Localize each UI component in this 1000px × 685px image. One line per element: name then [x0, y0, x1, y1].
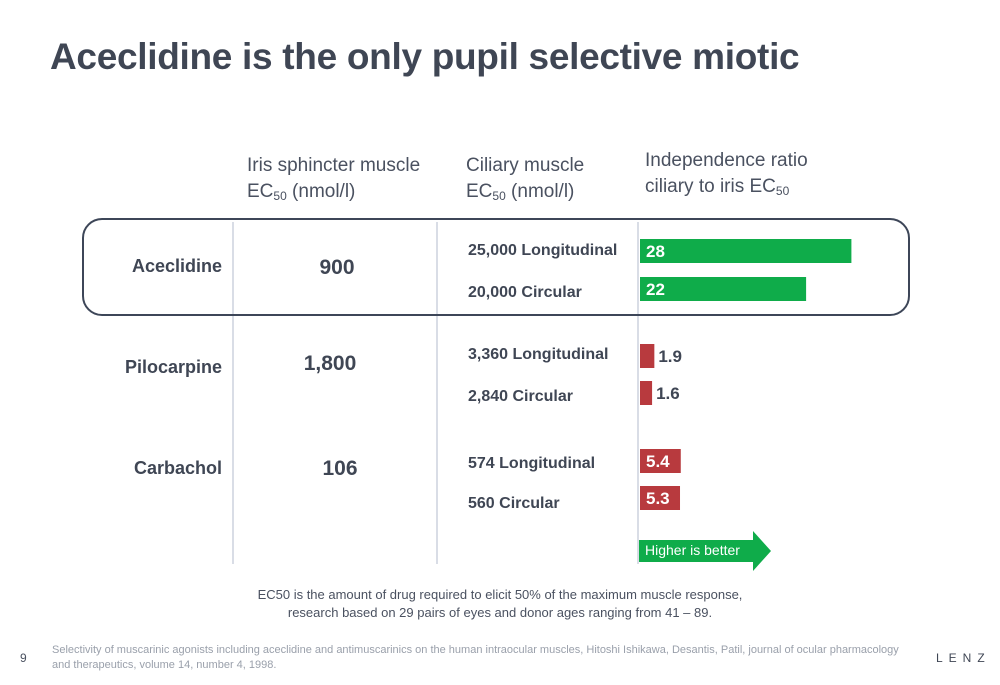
ratio-bar — [640, 449, 681, 473]
iris-header-line2: EC50 (nmol/l) — [247, 181, 356, 203]
ratio-column-header: Independence ratio ciliary to iris EC50 — [645, 148, 808, 204]
ratio-value-label: 28 — [646, 242, 665, 261]
iris-ec50-pilocarpine: 1,800 — [303, 352, 357, 375]
ratio-value-label: 5.4 — [646, 452, 670, 471]
higher-is-better-label: Higher is better — [645, 542, 740, 558]
page-title: Aceclidine is the only pupil selective m… — [50, 36, 800, 77]
ratio-bar — [640, 486, 681, 510]
ciliary-header-line1: Ciliary muscle — [466, 155, 585, 176]
drug-name-carbachol: Carbachol — [133, 458, 222, 478]
ratio-value-label: 1.9 — [658, 347, 682, 366]
iris-column-header: Iris sphincter muscle EC50 (nmol/l) — [247, 153, 420, 209]
ratio-bar — [640, 277, 807, 301]
ratio-value-label: 22 — [646, 280, 665, 299]
page-number: 9 — [20, 651, 27, 665]
source-citation: Selectivity of muscarinic agonists inclu… — [52, 644, 899, 671]
column-divider — [232, 222, 234, 564]
ciliary-header-line2: EC50 (nmol/l) — [466, 181, 575, 203]
column-divider — [436, 222, 438, 564]
ratio-value-label: 1.6 — [656, 384, 680, 403]
iris-ec50-carbachol: 106 — [322, 457, 358, 480]
iris-header-line1: Iris sphincter muscle — [247, 155, 421, 176]
ciliary-ec50-aceclidine-longitudinal: 25,000 Longitudinal — [468, 242, 618, 259]
ciliary-ec50-aceclidine-circular: 20,000 Circular — [468, 284, 582, 301]
footnote-line2: research based on 29 pairs of eyes and d… — [287, 605, 713, 620]
ratio-header-line1: Independence ratio — [645, 150, 808, 171]
ratio-bar — [640, 344, 655, 368]
ratio-bar — [640, 381, 653, 405]
ratio-bar — [640, 239, 852, 263]
arrow-right-icon — [639, 531, 771, 571]
ciliary-ec50-pilocarpine-longitudinal: 3,360 Longitudinal — [468, 346, 609, 363]
footnote-line1: EC50 is the amount of drug required to e… — [257, 587, 743, 602]
ciliary-ec50-carbachol-circular: 560 Circular — [468, 495, 560, 512]
ratio-header-line2: ciliary to iris EC50 — [645, 176, 790, 198]
iris-ec50-aceclidine: 900 — [319, 256, 355, 279]
ciliary-ec50-pilocarpine-circular: 2,840 Circular — [468, 388, 573, 405]
ciliary-ec50-carbachol-longitudinal: 574 Longitudinal — [468, 455, 596, 472]
lenz-logo: LENZ — [936, 651, 991, 665]
footnote: EC50 is the amount of drug required to e… — [200, 586, 800, 622]
ciliary-column-header: Ciliary muscle EC50 (nmol/l) — [466, 153, 584, 209]
drug-name-aceclidine: Aceclidine — [131, 256, 222, 276]
ratio-value-label: 5.3 — [646, 489, 670, 508]
chart-baseline — [637, 222, 639, 564]
aceclidine-highlight-box — [82, 218, 910, 316]
drug-name-pilocarpine: Pilocarpine — [124, 357, 222, 377]
